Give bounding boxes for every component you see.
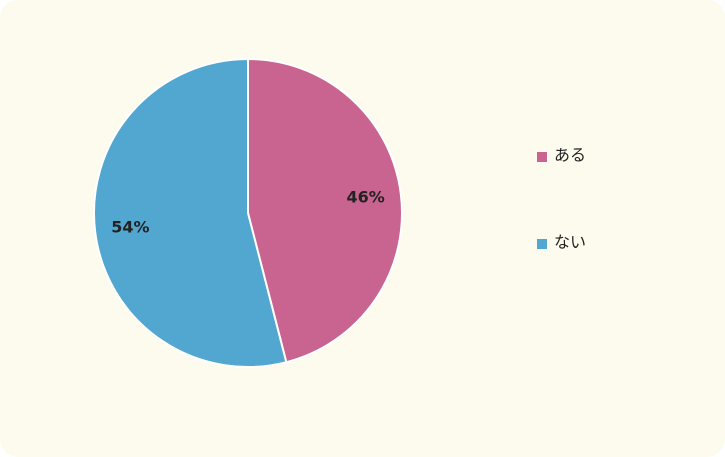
legend-marker xyxy=(537,152,547,162)
legend-label: ない xyxy=(554,233,586,252)
pie-slice xyxy=(93,57,288,368)
pie-slice xyxy=(247,57,403,364)
legend-marker xyxy=(537,239,547,249)
legend-label: ある xyxy=(554,146,586,165)
value-label: 46% xyxy=(346,188,384,207)
value-label: 54% xyxy=(111,217,149,236)
